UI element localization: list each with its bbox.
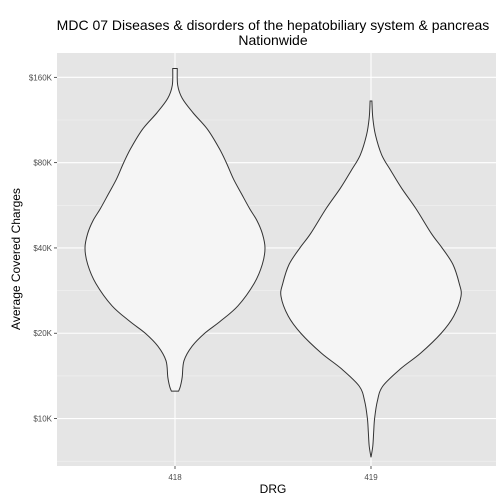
y-tick-label: $160K — [29, 73, 53, 82]
x-axis-title: DRG — [260, 482, 287, 496]
x-tick-label: 418 — [168, 473, 182, 482]
y-tick-label: $40K — [33, 244, 52, 253]
violin-419 — [280, 100, 462, 458]
y-axis: $10K $20K $40K $80K $160K — [29, 73, 57, 424]
x-axis: 418 419 — [168, 466, 378, 482]
violin-418 — [84, 67, 266, 392]
chart-title: MDC 07 Diseases & disorders of the hepat… — [57, 17, 490, 33]
violins — [84, 67, 462, 458]
y-tick-label: $20K — [33, 329, 52, 338]
chart-subtitle: Nationwide — [238, 32, 307, 48]
y-axis-title: Average Covered Charges — [9, 188, 23, 330]
x-tick-label: 419 — [364, 473, 378, 482]
y-tick-label: $80K — [33, 159, 52, 168]
y-tick-label: $10K — [33, 415, 52, 424]
